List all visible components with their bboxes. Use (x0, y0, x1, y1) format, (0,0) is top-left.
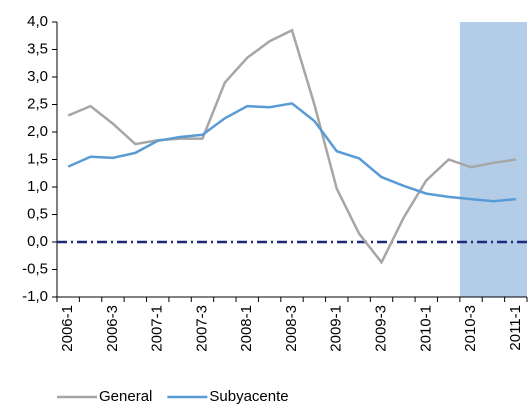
legend-label: General (99, 388, 152, 405)
y-tick-label: 4,0 (27, 13, 48, 30)
y-tick-label: 2,0 (27, 123, 48, 140)
x-tick-label: 2007-3 (193, 305, 210, 352)
x-tick-label: 2006-1 (59, 305, 76, 352)
y-tick-label: -0,5 (22, 260, 48, 277)
legend-label: Subyacente (209, 388, 288, 405)
x-tick-label: 2009-3 (372, 305, 389, 352)
y-tick-label: 1,0 (27, 178, 48, 195)
y-tick-label: 0,5 (27, 205, 48, 222)
y-tick-label: 3,0 (27, 68, 48, 85)
series-line (67, 28, 516, 265)
y-tick-label: 2,5 (27, 95, 48, 112)
x-tick-label: 2010-3 (462, 305, 479, 352)
y-tick-label: 1,5 (27, 150, 48, 167)
x-tick-label: 2011-1 (507, 305, 524, 351)
x-tick-label: 2008-3 (283, 305, 300, 352)
x-tick-label: 2008-1 (238, 305, 255, 352)
x-tick-label: 2006-3 (104, 305, 121, 352)
y-tick-label: 0,0 (27, 233, 48, 250)
x-tick-label: 2009-1 (328, 305, 345, 352)
x-tick-label: 2007-1 (149, 305, 166, 352)
forecast-shade (459, 22, 527, 297)
y-tick-label: 3,5 (27, 40, 48, 57)
series-line (67, 102, 516, 203)
y-tick-label: -1,0 (22, 288, 48, 305)
x-tick-label: 2010-1 (417, 305, 434, 352)
